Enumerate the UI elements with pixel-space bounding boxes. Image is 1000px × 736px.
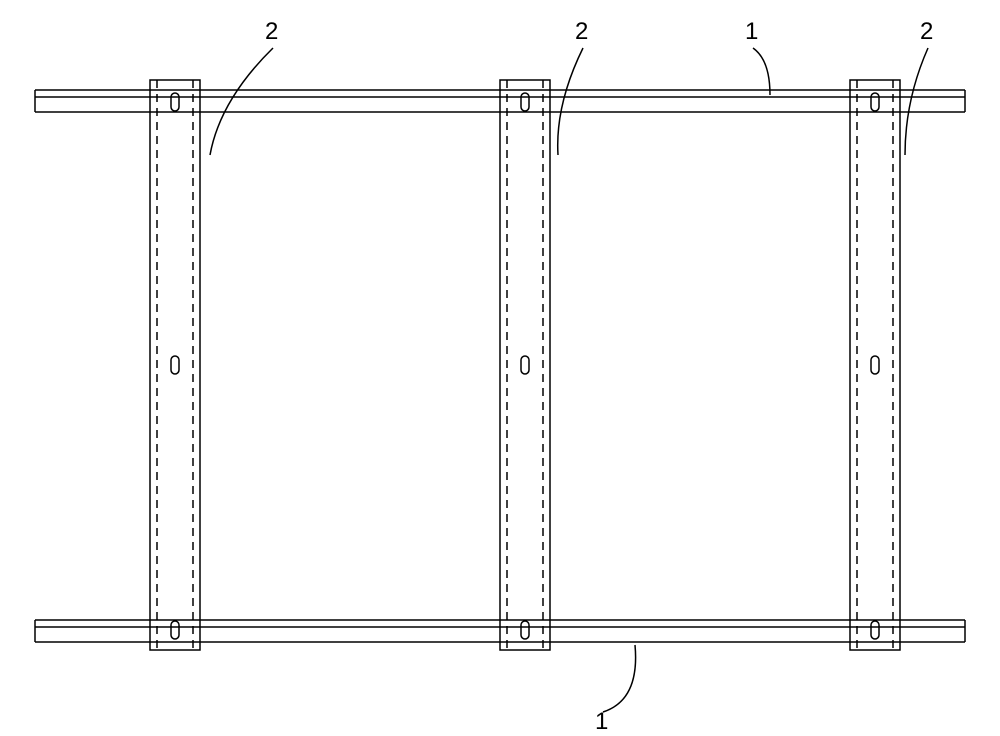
vertical-columns <box>150 80 900 650</box>
callout-label: 2 <box>265 18 278 46</box>
callout-label: 1 <box>595 708 608 736</box>
callout-label: 2 <box>920 18 933 46</box>
callout-leaders <box>210 48 928 712</box>
callout-label: 1 <box>745 18 758 46</box>
technical-diagram <box>0 0 1000 735</box>
callout-label: 2 <box>575 18 588 46</box>
